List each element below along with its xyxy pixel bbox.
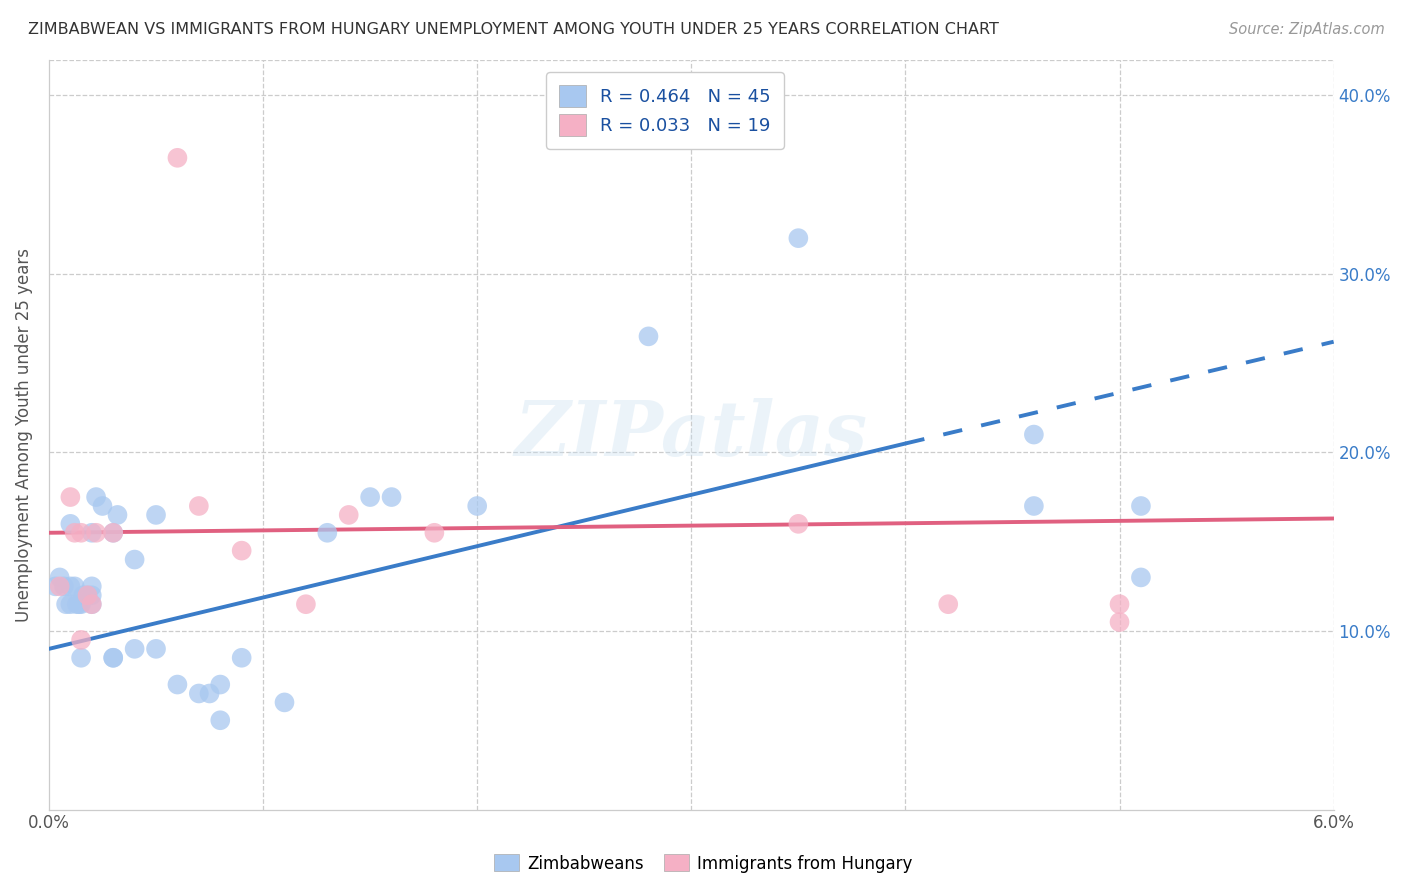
Point — [55, 597, 77, 611]
Point — [423, 525, 446, 540]
Point — [465, 499, 488, 513]
Point — [59, 490, 82, 504]
Point — [72, 588, 94, 602]
Point — [337, 508, 360, 522]
Point — [59, 516, 82, 531]
Legend: R = 0.464   N = 45, R = 0.033   N = 19: R = 0.464 N = 45, R = 0.033 N = 19 — [546, 72, 783, 149]
Point — [145, 508, 167, 522]
Point — [209, 677, 232, 691]
Point — [637, 329, 659, 343]
Point — [80, 525, 103, 540]
Point — [1022, 499, 1045, 513]
Point — [91, 499, 114, 513]
Point — [59, 597, 82, 611]
Point — [380, 490, 402, 504]
Legend: Zimbabweans, Immigrants from Hungary: Zimbabweans, Immigrants from Hungary — [486, 847, 920, 880]
Point — [76, 588, 98, 602]
Point — [231, 650, 253, 665]
Point — [80, 579, 103, 593]
Point — [48, 570, 70, 584]
Point — [787, 516, 810, 531]
Point — [63, 525, 86, 540]
Point — [52, 579, 75, 593]
Y-axis label: Unemployment Among Youth under 25 years: Unemployment Among Youth under 25 years — [15, 248, 32, 622]
Point — [124, 552, 146, 566]
Point — [124, 641, 146, 656]
Point — [70, 597, 93, 611]
Point — [103, 650, 125, 665]
Point — [145, 641, 167, 656]
Point — [316, 525, 339, 540]
Point — [359, 490, 381, 504]
Point — [198, 686, 221, 700]
Text: ZIPatlas: ZIPatlas — [515, 398, 868, 472]
Point — [63, 579, 86, 593]
Point — [44, 579, 66, 593]
Point — [80, 588, 103, 602]
Point — [103, 650, 125, 665]
Point — [80, 597, 103, 611]
Point — [209, 713, 232, 727]
Point — [187, 499, 209, 513]
Point — [107, 508, 129, 522]
Point — [1108, 597, 1130, 611]
Point — [70, 650, 93, 665]
Point — [166, 151, 188, 165]
Text: Source: ZipAtlas.com: Source: ZipAtlas.com — [1229, 22, 1385, 37]
Point — [295, 597, 318, 611]
Point — [103, 525, 125, 540]
Point — [70, 632, 93, 647]
Point — [70, 525, 93, 540]
Point — [48, 579, 70, 593]
Point — [76, 588, 98, 602]
Point — [84, 490, 107, 504]
Point — [1108, 615, 1130, 629]
Point — [166, 677, 188, 691]
Point — [1129, 499, 1152, 513]
Point — [231, 543, 253, 558]
Point — [787, 231, 810, 245]
Point — [67, 597, 90, 611]
Point — [59, 579, 82, 593]
Point — [187, 686, 209, 700]
Point — [273, 695, 295, 709]
Point — [1129, 570, 1152, 584]
Point — [1022, 427, 1045, 442]
Point — [84, 525, 107, 540]
Point — [66, 597, 89, 611]
Point — [936, 597, 959, 611]
Point — [80, 597, 103, 611]
Point — [103, 525, 125, 540]
Text: ZIMBABWEAN VS IMMIGRANTS FROM HUNGARY UNEMPLOYMENT AMONG YOUTH UNDER 25 YEARS CO: ZIMBABWEAN VS IMMIGRANTS FROM HUNGARY UN… — [28, 22, 1000, 37]
